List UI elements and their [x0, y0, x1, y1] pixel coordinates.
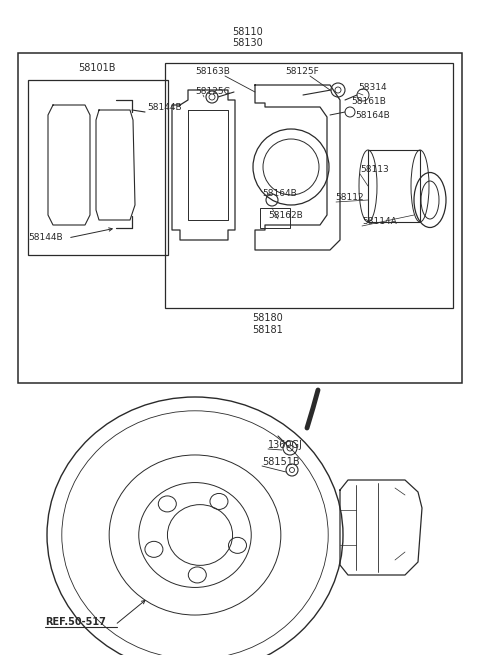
Text: 58101B: 58101B — [78, 63, 116, 73]
Text: 58164B: 58164B — [355, 111, 390, 121]
Text: 58144B: 58144B — [28, 233, 62, 242]
Bar — [260, 208, 290, 228]
Text: 58130: 58130 — [233, 38, 264, 48]
Text: REF.50-517: REF.50-517 — [45, 617, 106, 627]
Text: 58162B: 58162B — [268, 210, 303, 219]
Text: 58181: 58181 — [252, 325, 283, 335]
Text: 58114A: 58114A — [362, 217, 397, 227]
Bar — [165, 63, 453, 308]
Text: 58110: 58110 — [233, 27, 264, 37]
Text: 58144B: 58144B — [147, 103, 181, 113]
Bar — [18, 53, 462, 383]
Text: 58113: 58113 — [360, 166, 389, 174]
Text: 58151B: 58151B — [262, 457, 300, 467]
Bar — [28, 80, 168, 255]
Text: 58161B: 58161B — [351, 98, 386, 107]
Text: 58125F: 58125F — [285, 67, 319, 77]
Text: 58163B: 58163B — [195, 67, 230, 77]
Text: 58125C: 58125C — [195, 88, 230, 96]
Text: 58180: 58180 — [252, 313, 283, 323]
Text: 58314: 58314 — [358, 83, 386, 92]
Bar — [368, 150, 420, 222]
Text: 1360GJ: 1360GJ — [268, 440, 303, 450]
Text: 58164B: 58164B — [262, 189, 297, 198]
Text: 58112: 58112 — [335, 193, 364, 202]
